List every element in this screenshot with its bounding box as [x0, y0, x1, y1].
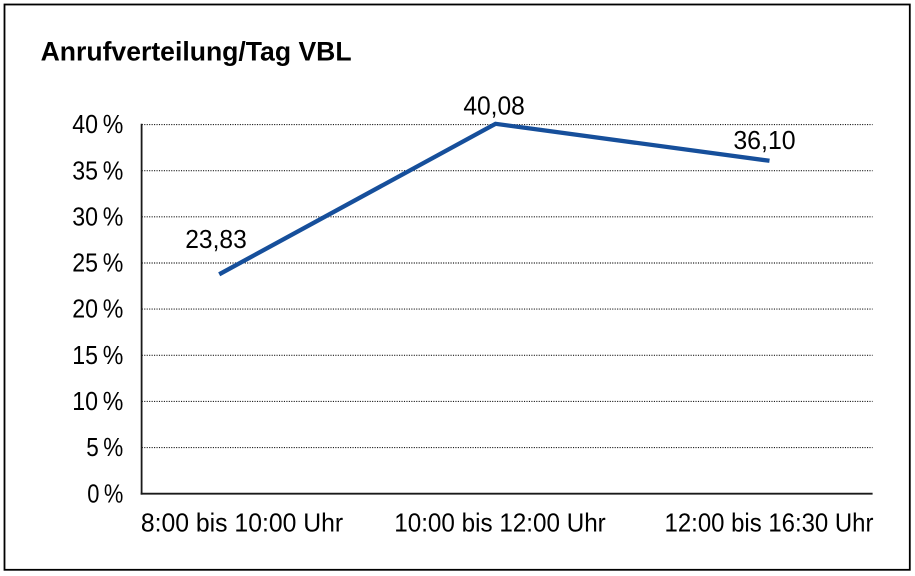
svg-text:10:00 bis 12:00 Uhr: 10:00 bis 12:00 Uhr	[394, 508, 606, 538]
svg-text:12:00 bis 16:30 Uhr: 12:00 bis 16:30 Uhr	[665, 508, 874, 538]
svg-text:15 %: 15 %	[72, 340, 123, 370]
svg-text:0 %: 0 %	[87, 478, 123, 508]
svg-text:20 %: 20 %	[72, 294, 123, 324]
svg-text:25 %: 25 %	[72, 248, 123, 278]
svg-text:5 %: 5 %	[86, 432, 123, 462]
svg-text:40,08: 40,08	[463, 91, 525, 121]
svg-text:8:00 bis 10:00 Uhr: 8:00 bis 10:00 Uhr	[141, 508, 344, 538]
svg-text:30 %: 30 %	[72, 201, 123, 231]
svg-text:23,83: 23,83	[185, 224, 247, 254]
svg-text:36,10: 36,10	[733, 125, 795, 155]
svg-text:Anrufverteilung/Tag VBL: Anrufverteilung/Tag VBL	[41, 37, 352, 67]
svg-text:35 %: 35 %	[72, 155, 123, 185]
svg-text:10 %: 10 %	[72, 386, 123, 416]
svg-text:40 %: 40 %	[72, 109, 123, 139]
